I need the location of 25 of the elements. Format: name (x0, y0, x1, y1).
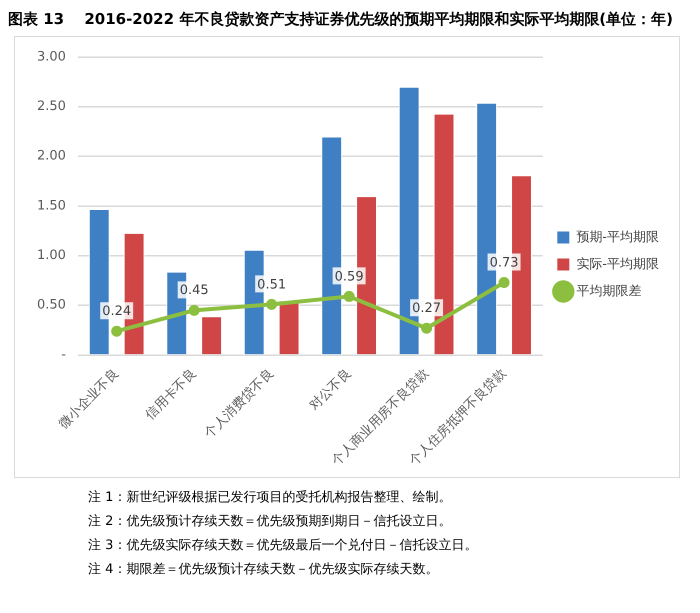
data-label: 0.51 (257, 277, 286, 292)
text: 注 1：新世纪评级根据已发行项目的受托机构报告整理、绘制。 (88, 489, 452, 507)
x-tick-label: 信用卡不良 (142, 366, 200, 423)
y-tick-label: - (61, 347, 66, 362)
x-tick-label: 对公不良 (306, 366, 354, 414)
y-tick-label: 0.50 (36, 298, 66, 313)
x-tick-label: 个人消费贷不良 (202, 366, 277, 442)
legend-label: 实际-平均期限 (576, 256, 660, 272)
data-label: 0.27 (412, 301, 442, 316)
y-tick-label: 1.00 (36, 248, 66, 264)
y-tick-label: 2.50 (36, 99, 66, 114)
text: 注 4：期限差＝优先级预计存续天数－优先级实际存续天数。 (88, 561, 440, 579)
y-tick-label: 1.50 (36, 198, 66, 214)
y-tick-label: 3.00 (36, 49, 66, 64)
y-tick-label: 2.00 (36, 148, 66, 164)
data-label: 0.59 (334, 269, 364, 284)
data-label: 0.73 (490, 255, 519, 270)
x-tick-label: 微小企业不良 (56, 366, 122, 432)
text: 注 2：优先级预计存续天数＝优先级预期到期日－信托设立日。 (88, 513, 452, 531)
data-label: 0.24 (102, 304, 132, 320)
text: 注 3：优先级实际存续天数＝优先级最后一个兑付日－信托设立日。 (88, 537, 478, 555)
data-label: 0.45 (180, 283, 209, 298)
legend-label: 平均期限差 (576, 284, 642, 299)
chart-title: 图表 13 2016-2022 年不良贷款资产支持证券优先级的预期平均期限和实际平均期限(单位：年) (8, 9, 674, 30)
legend-label: 预期-平均期限 (576, 230, 660, 245)
